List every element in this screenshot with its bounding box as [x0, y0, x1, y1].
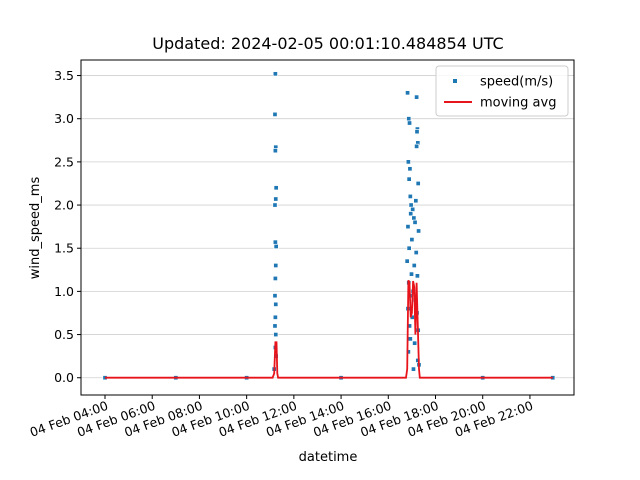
y-tick-label: 0.5 — [54, 327, 74, 342]
scatter-point — [273, 185, 279, 191]
scatter-point — [410, 366, 417, 372]
scatter-point — [415, 180, 421, 187]
y-tick-label: 3.5 — [54, 68, 74, 83]
scatter-point — [273, 301, 279, 307]
scatter-point — [272, 239, 278, 245]
scatter-point — [411, 215, 417, 221]
scatter-point — [414, 273, 420, 279]
chart-title: Updated: 2024-02-05 00:01:10.484854 UTC — [152, 34, 503, 53]
scatter-point — [405, 224, 411, 230]
scatter-point — [406, 176, 412, 182]
scatter-point — [272, 111, 278, 117]
scatter-point — [272, 202, 278, 208]
scatter-point — [272, 275, 278, 281]
x-axis-label: datetime — [299, 450, 358, 465]
scatter-point — [412, 340, 418, 346]
scatter-point — [406, 120, 413, 126]
y-tick-label: 2.0 — [54, 198, 74, 213]
legend-marker — [453, 79, 457, 83]
scatter-point — [272, 314, 278, 320]
scatter-point — [416, 228, 422, 234]
scatter-point — [404, 258, 410, 264]
scatter-point — [272, 293, 278, 299]
scatter-point — [272, 323, 278, 329]
y-axis-label: wind_speed_ms — [28, 177, 43, 280]
scatter-point — [413, 249, 419, 256]
scatter-point — [273, 332, 279, 338]
scatter-point — [273, 243, 279, 250]
y-tick-label: 0.0 — [54, 370, 74, 385]
scatter-point — [407, 193, 413, 199]
moving-avg-line — [105, 279, 553, 379]
scatter-point — [405, 90, 411, 96]
scatter-point — [408, 202, 414, 208]
y-tick-label: 1.5 — [54, 241, 74, 256]
scatter-point — [407, 166, 413, 172]
scatter-point — [410, 206, 416, 212]
scatter-point — [414, 129, 420, 135]
scatter-point — [413, 198, 419, 204]
scatter-point — [273, 262, 279, 269]
y-tick-label: 3.0 — [54, 111, 74, 126]
scatter-point — [272, 71, 278, 77]
legend-label: speed(m/s) — [480, 75, 553, 90]
scatter-point — [408, 211, 414, 217]
plot-frame — [80, 59, 575, 396]
scatter-point — [406, 116, 412, 122]
scatter-point — [408, 271, 415, 277]
scatter-point — [405, 159, 411, 165]
scatter-point — [406, 245, 412, 251]
scatter-point — [412, 219, 418, 225]
scatter-point — [411, 262, 417, 269]
scatter-point — [414, 143, 420, 149]
scatter-point — [409, 237, 415, 243]
y-tick-label: 2.5 — [54, 154, 74, 169]
scatter-point — [407, 336, 413, 342]
scatter-point — [414, 94, 420, 100]
scatter-point — [272, 148, 278, 154]
y-tick-label: 1.0 — [54, 284, 74, 299]
legend-box — [435, 65, 569, 117]
legend-label: moving avg — [480, 96, 556, 111]
scatter-point — [273, 196, 279, 202]
